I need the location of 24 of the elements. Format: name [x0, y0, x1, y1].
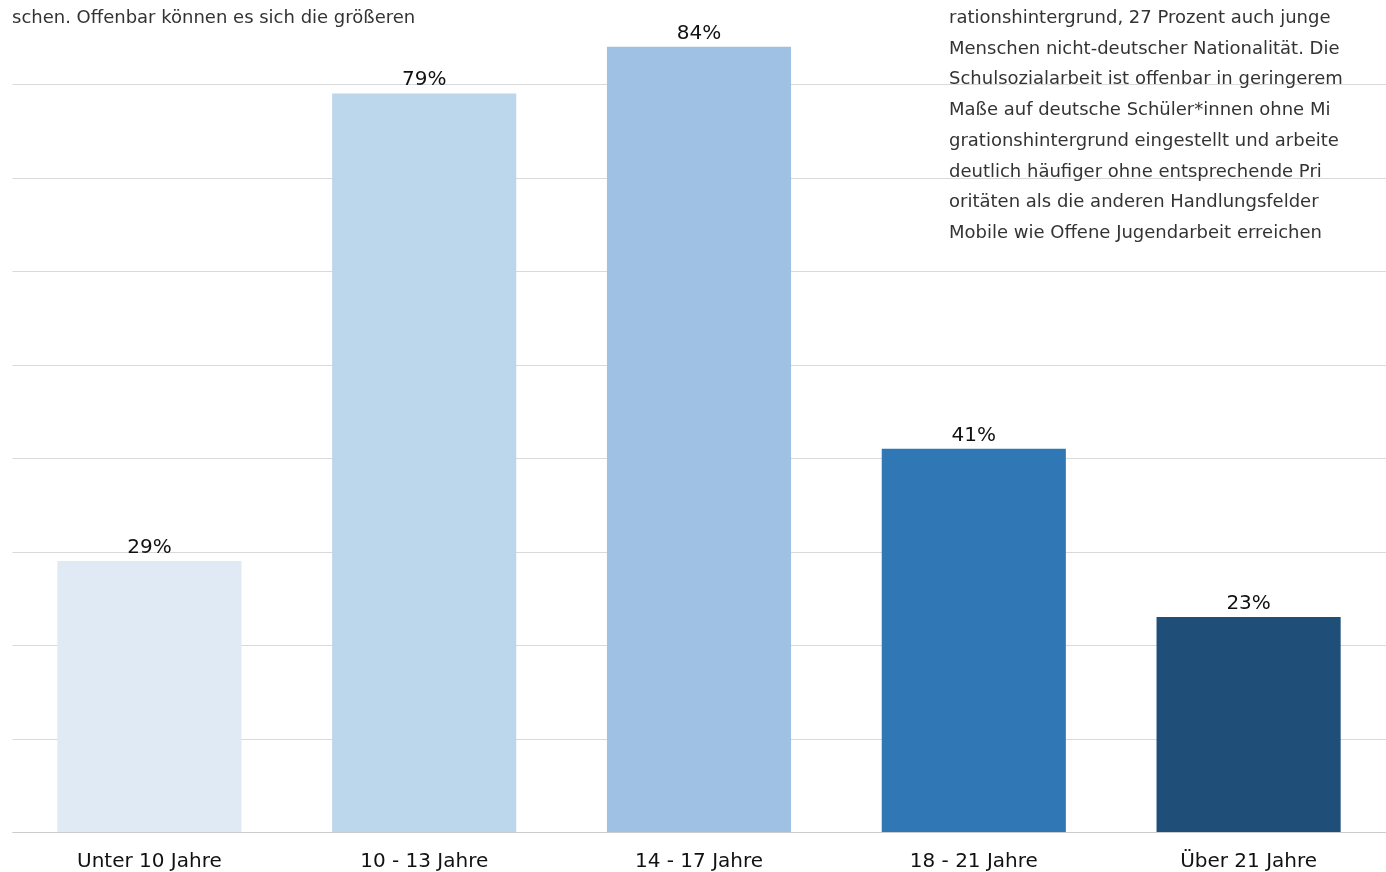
- bar: [606, 46, 792, 832]
- x-tick-label: Über 21 Jahre: [1180, 847, 1318, 872]
- data-label: 41%: [951, 421, 997, 446]
- annotation: grationshintergrund eingestellt und arbeite: [949, 128, 1339, 150]
- annotation: oritäten als die anderen Handlungsfelder: [949, 190, 1320, 212]
- x-tick-label: Unter 10 Jahre: [77, 847, 222, 872]
- data-label: 23%: [1226, 589, 1271, 614]
- data-label: 79%: [401, 66, 447, 91]
- annotation: rationshintergrund, 27 Prozent auch junge: [949, 6, 1331, 27]
- annotation: schen. Offenbar können es sich die größeren: [12, 6, 416, 27]
- bar: [881, 448, 1066, 832]
- x-tick-label: 14 - 17 Jahre: [634, 847, 764, 872]
- bar: [57, 560, 242, 832]
- annotation: Schulsozialarbeit ist offenbar in geringerem: [949, 67, 1343, 89]
- data-label: 84%: [676, 19, 722, 44]
- x-tick-label: 10 - 13 Jahre: [360, 847, 489, 872]
- bar: [1156, 616, 1341, 832]
- data-label: 29%: [127, 533, 172, 558]
- annotation: deutlich häufiger ohne entsprechende Pri: [949, 159, 1322, 181]
- annotation: Mobile wie Offene Jugendarbeit erreichen: [949, 220, 1322, 242]
- x-tick-label: 18 - 21 Jahre: [909, 847, 1038, 872]
- annotation: Menschen nicht-deutscher Nationalität. Die: [949, 36, 1340, 58]
- bar: [332, 93, 517, 832]
- annotation: Maße auf deutsche Schüler*innen ohne Mi: [949, 98, 1331, 120]
